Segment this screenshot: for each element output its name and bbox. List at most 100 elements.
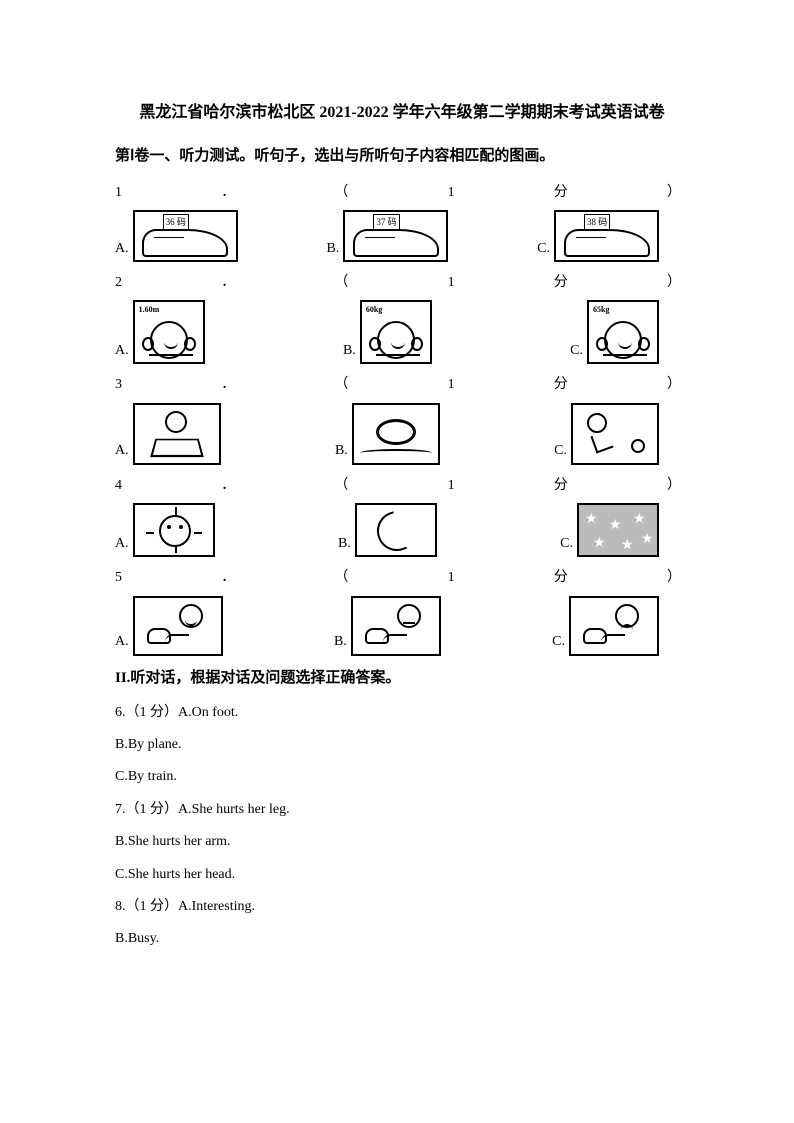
q1-option-b[interactable]: B. 37 码 <box>326 210 448 262</box>
sun-icon <box>133 503 215 557</box>
q2-option-b[interactable]: B. 60kg <box>343 300 432 364</box>
q-lparen: （ <box>334 567 348 589</box>
question-5-header: 5 ． （ 1 分 ） <box>115 567 689 589</box>
question-1-images: A. 36 码 B. 37 码 C. 38 码 <box>115 210 689 262</box>
q-dot: ． <box>221 567 235 589</box>
shoe-tag: 37 码 <box>373 214 399 230</box>
question-5-images: A. B. C. <box>115 596 689 656</box>
option-label-c: C. <box>537 238 550 260</box>
q3-option-c[interactable]: C. <box>554 403 659 465</box>
q-dot: ． <box>221 182 235 204</box>
eat-neutral-icon <box>351 596 441 656</box>
swimming-icon <box>352 403 440 465</box>
option-label-b: B. <box>338 533 351 555</box>
q-one: 1 <box>448 567 455 589</box>
option-label-b: B. <box>334 631 347 653</box>
q-one: 1 <box>448 182 455 204</box>
option-label-a: A. <box>115 533 129 555</box>
shoe-tag: 38 码 <box>584 214 610 230</box>
question-3-images: A. B. C. <box>115 403 689 465</box>
section1-header: 第Ⅰ卷一、听力测试。听句子，选出与所听句子内容相匹配的图画。 <box>115 144 689 168</box>
q3-option-b[interactable]: B. <box>335 403 440 465</box>
q-rparen: ） <box>667 374 681 396</box>
shoe-tag: 36 码 <box>163 214 189 230</box>
option-label-a: A. <box>115 340 129 362</box>
q4-option-a[interactable]: A. <box>115 503 215 557</box>
question-3-header: 3 ． （ 1 分 ） <box>115 374 689 396</box>
option-label-b: B. <box>343 340 356 362</box>
section2-header: II.听对话，根据对话及问题选择正确答案。 <box>115 666 689 690</box>
q-fen: 分 <box>554 567 568 589</box>
q7-option-b: B.She hurts her arm. <box>115 831 689 853</box>
eat-happy-icon <box>133 596 223 656</box>
eat-sad-icon <box>569 596 659 656</box>
q-number: 5 <box>115 567 122 589</box>
option-label-b: B. <box>335 440 348 462</box>
moon-icon <box>355 503 437 557</box>
q-dot: ． <box>221 272 235 294</box>
q-lparen: （ <box>334 272 348 294</box>
q-lparen: （ <box>334 374 348 396</box>
option-label-a: A. <box>115 440 129 462</box>
shoe-37-icon: 37 码 <box>343 210 448 262</box>
man-height-icon: 1.60m <box>133 300 205 364</box>
q2-option-c[interactable]: C. 65kg <box>570 300 659 364</box>
question-2-header: 2 ． （ 1 分 ） <box>115 272 689 294</box>
q-lparen: （ <box>334 475 348 497</box>
question-4-header: 4 ． （ 1 分 ） <box>115 475 689 497</box>
q-one: 1 <box>448 272 455 294</box>
question-4-images: A. B. C. ★★ ★★ ★★ <box>115 503 689 557</box>
q5-option-b[interactable]: B. <box>334 596 441 656</box>
reading-icon <box>133 403 221 465</box>
man-tag: 60kg <box>366 304 382 317</box>
q4-option-c[interactable]: C. ★★ ★★ ★★ <box>560 503 659 557</box>
q3-option-a[interactable]: A. <box>115 403 221 465</box>
q7-stem: 7.（1 分）A.She hurts her leg. <box>115 799 689 821</box>
q-number: 4 <box>115 475 122 497</box>
q-number: 1 <box>115 182 122 204</box>
man-tag: 65kg <box>593 304 609 317</box>
q4-option-b[interactable]: B. <box>338 503 437 557</box>
q-fen: 分 <box>554 182 568 204</box>
q-lparen: （ <box>334 182 348 204</box>
man-65kg-icon: 65kg <box>587 300 659 364</box>
option-label-c: C. <box>570 340 583 362</box>
option-label-a: A. <box>115 631 129 653</box>
q-dot: ． <box>221 374 235 396</box>
football-icon <box>571 403 659 465</box>
q1-option-a[interactable]: A. 36 码 <box>115 210 238 262</box>
q-fen: 分 <box>554 475 568 497</box>
man-tag: 1.60m <box>139 304 160 317</box>
option-label-a: A. <box>115 238 129 260</box>
q-one: 1 <box>448 374 455 396</box>
option-label-c: C. <box>554 440 567 462</box>
q-rparen: ） <box>667 272 681 294</box>
question-1-header: 1 ． （ 1 分 ） <box>115 182 689 204</box>
q5-option-c[interactable]: C. <box>552 596 659 656</box>
q-dot: ． <box>221 475 235 497</box>
exam-title: 黑龙江省哈尔滨市松北区 2021-2022 学年六年级第二学期期末考试英语试卷 <box>115 100 689 126</box>
q-rparen: ） <box>667 567 681 589</box>
q8-option-b: B.Busy. <box>115 928 689 950</box>
q-fen: 分 <box>554 374 568 396</box>
q7-option-c: C.She hurts her head. <box>115 864 689 886</box>
shoe-38-icon: 38 码 <box>554 210 659 262</box>
stars-icon: ★★ ★★ ★★ <box>577 503 659 557</box>
q-number: 2 <box>115 272 122 294</box>
q-fen: 分 <box>554 272 568 294</box>
option-label-c: C. <box>560 533 573 555</box>
man-60kg-icon: 60kg <box>360 300 432 364</box>
q1-option-c[interactable]: C. 38 码 <box>537 210 659 262</box>
q-rparen: ） <box>667 182 681 204</box>
q6-option-c: C.By train. <box>115 766 689 788</box>
q2-option-a[interactable]: A. 1.60m <box>115 300 205 364</box>
q-number: 3 <box>115 374 122 396</box>
q8-stem: 8.（1 分）A.Interesting. <box>115 896 689 918</box>
q6-stem: 6.（1 分）A.On foot. <box>115 702 689 724</box>
q5-option-a[interactable]: A. <box>115 596 223 656</box>
q-rparen: ） <box>667 475 681 497</box>
shoe-36-icon: 36 码 <box>133 210 238 262</box>
question-2-images: A. 1.60m B. 60kg C. 65kg <box>115 300 689 364</box>
q-one: 1 <box>448 475 455 497</box>
option-label-b: B. <box>326 238 339 260</box>
